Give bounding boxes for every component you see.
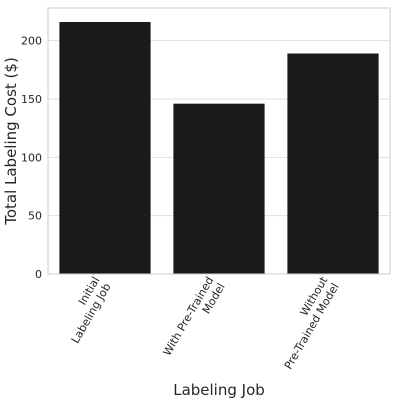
bars: [59, 22, 379, 275]
x-tick-labels: InitialLabeling Job With Pre-TrainedModel…: [58, 274, 342, 372]
y-tick-label: 150: [21, 93, 42, 106]
bar-3: [287, 53, 379, 274]
y-tick-label: 50: [28, 210, 42, 223]
plot-frame: [47, 7, 391, 275]
bar-1: [59, 22, 151, 274]
x-tick-label-line: With Pre-Trained: [161, 275, 217, 359]
y-tick-labels: 0 50 100 150 200: [21, 35, 42, 281]
bar-2: [173, 103, 265, 275]
x-tick-label: With Pre-TrainedModel: [161, 275, 228, 365]
y-tick-label: 200: [21, 35, 42, 48]
y-tick-label: 0: [35, 268, 42, 281]
x-axis-title: Labeling Job: [173, 381, 265, 399]
x-tick-label: WithoutPre-Trained Model: [271, 274, 342, 372]
x-tick-label: InitialLabeling Job: [58, 274, 114, 345]
y-tick-label: 100: [21, 151, 42, 164]
y-axis-title: Total Labeling Cost ($): [2, 57, 20, 226]
